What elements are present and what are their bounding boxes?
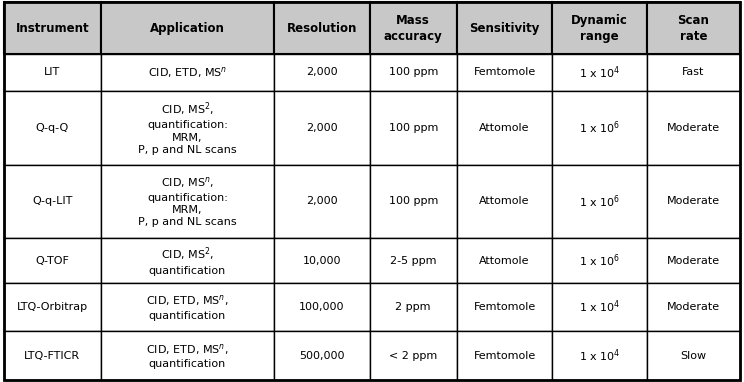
- Text: 1 x 10$^6$: 1 x 10$^6$: [579, 119, 620, 136]
- Bar: [457, 283, 553, 331]
- Bar: [4, 91, 101, 165]
- Bar: [370, 238, 457, 283]
- Text: Attomole: Attomole: [479, 256, 530, 265]
- Text: 2 ppm: 2 ppm: [396, 302, 431, 312]
- Bar: [101, 283, 274, 331]
- Text: Moderate: Moderate: [667, 196, 720, 206]
- Bar: [553, 283, 647, 331]
- Text: 100 ppm: 100 ppm: [388, 196, 438, 206]
- Text: LTQ-Orbitrap: LTQ-Orbitrap: [17, 302, 88, 312]
- Bar: [553, 165, 647, 238]
- Text: Moderate: Moderate: [667, 123, 720, 133]
- Bar: [4, 54, 101, 91]
- Text: Q-TOF: Q-TOF: [36, 256, 69, 265]
- Text: CID, MS$^2$,
quantification: CID, MS$^2$, quantification: [149, 246, 226, 275]
- Text: Moderate: Moderate: [667, 256, 720, 265]
- Text: Scan
rate: Scan rate: [678, 13, 710, 42]
- Bar: [101, 91, 274, 165]
- Text: Femtomole: Femtomole: [473, 351, 536, 361]
- Bar: [101, 238, 274, 283]
- Text: CID, ETD, MS$^n$: CID, ETD, MS$^n$: [148, 65, 227, 80]
- Text: CID, MS$^n$,
quantification:
MRM,
P, p and NL scans: CID, MS$^n$, quantification: MRM, P, p a…: [138, 175, 237, 228]
- Bar: [647, 238, 740, 283]
- Text: LIT: LIT: [44, 68, 60, 78]
- Text: Attomole: Attomole: [479, 196, 530, 206]
- Text: 100,000: 100,000: [299, 302, 344, 312]
- Bar: [553, 238, 647, 283]
- Bar: [457, 238, 553, 283]
- Bar: [457, 165, 553, 238]
- Bar: [274, 283, 370, 331]
- Text: 10,000: 10,000: [303, 256, 341, 265]
- Bar: [370, 91, 457, 165]
- Bar: [647, 91, 740, 165]
- Text: Femtomole: Femtomole: [473, 302, 536, 312]
- Text: Fast: Fast: [682, 68, 705, 78]
- Text: 2,000: 2,000: [306, 196, 338, 206]
- Text: 1 x 10$^6$: 1 x 10$^6$: [579, 193, 620, 210]
- Text: 2,000: 2,000: [306, 123, 338, 133]
- Bar: [274, 2, 370, 54]
- Bar: [457, 54, 553, 91]
- Bar: [274, 91, 370, 165]
- Bar: [274, 238, 370, 283]
- Bar: [457, 331, 553, 380]
- Bar: [101, 54, 274, 91]
- Text: 1 x 10$^4$: 1 x 10$^4$: [579, 347, 620, 364]
- Bar: [553, 331, 647, 380]
- Bar: [274, 331, 370, 380]
- Bar: [101, 165, 274, 238]
- Bar: [4, 2, 101, 54]
- Text: CID, ETD, MS$^n$,
quantification: CID, ETD, MS$^n$, quantification: [147, 293, 228, 321]
- Text: 100 ppm: 100 ppm: [388, 123, 438, 133]
- Bar: [457, 2, 553, 54]
- Text: Moderate: Moderate: [667, 302, 720, 312]
- Text: 1 x 10$^6$: 1 x 10$^6$: [579, 252, 620, 269]
- Text: Slow: Slow: [681, 351, 707, 361]
- Text: Dynamic
range: Dynamic range: [571, 13, 628, 42]
- Bar: [647, 2, 740, 54]
- Bar: [101, 331, 274, 380]
- Text: Sensitivity: Sensitivity: [469, 21, 539, 34]
- Bar: [457, 91, 553, 165]
- Bar: [4, 165, 101, 238]
- Text: 2,000: 2,000: [306, 68, 338, 78]
- Bar: [274, 54, 370, 91]
- Bar: [4, 331, 101, 380]
- Bar: [274, 165, 370, 238]
- Text: Mass
accuracy: Mass accuracy: [384, 13, 443, 42]
- Text: 1 x 10$^4$: 1 x 10$^4$: [579, 299, 620, 316]
- Text: 500,000: 500,000: [299, 351, 344, 361]
- Bar: [553, 91, 647, 165]
- Text: Femtomole: Femtomole: [473, 68, 536, 78]
- Text: Q-q-Q: Q-q-Q: [36, 123, 69, 133]
- Bar: [370, 331, 457, 380]
- Text: Attomole: Attomole: [479, 123, 530, 133]
- Bar: [647, 165, 740, 238]
- Bar: [4, 238, 101, 283]
- Bar: [370, 54, 457, 91]
- Text: CID, ETD, MS$^n$,
quantification: CID, ETD, MS$^n$, quantification: [147, 342, 228, 369]
- Bar: [370, 165, 457, 238]
- Bar: [101, 2, 274, 54]
- Text: 2-5 ppm: 2-5 ppm: [390, 256, 437, 265]
- Bar: [4, 283, 101, 331]
- Bar: [370, 2, 457, 54]
- Text: CID, MS$^2$,
quantification:
MRM,
P, p and NL scans: CID, MS$^2$, quantification: MRM, P, p a…: [138, 100, 237, 155]
- Text: Resolution: Resolution: [286, 21, 357, 34]
- Text: Instrument: Instrument: [16, 21, 89, 34]
- Text: < 2 ppm: < 2 ppm: [389, 351, 437, 361]
- Text: Q-q-LIT: Q-q-LIT: [32, 196, 72, 206]
- Bar: [647, 331, 740, 380]
- Text: 100 ppm: 100 ppm: [388, 68, 438, 78]
- Bar: [553, 2, 647, 54]
- Bar: [553, 54, 647, 91]
- Bar: [647, 54, 740, 91]
- Text: Application: Application: [150, 21, 225, 34]
- Text: LTQ-FTICR: LTQ-FTICR: [25, 351, 80, 361]
- Bar: [370, 283, 457, 331]
- Bar: [647, 283, 740, 331]
- Text: 1 x 10$^4$: 1 x 10$^4$: [579, 64, 620, 81]
